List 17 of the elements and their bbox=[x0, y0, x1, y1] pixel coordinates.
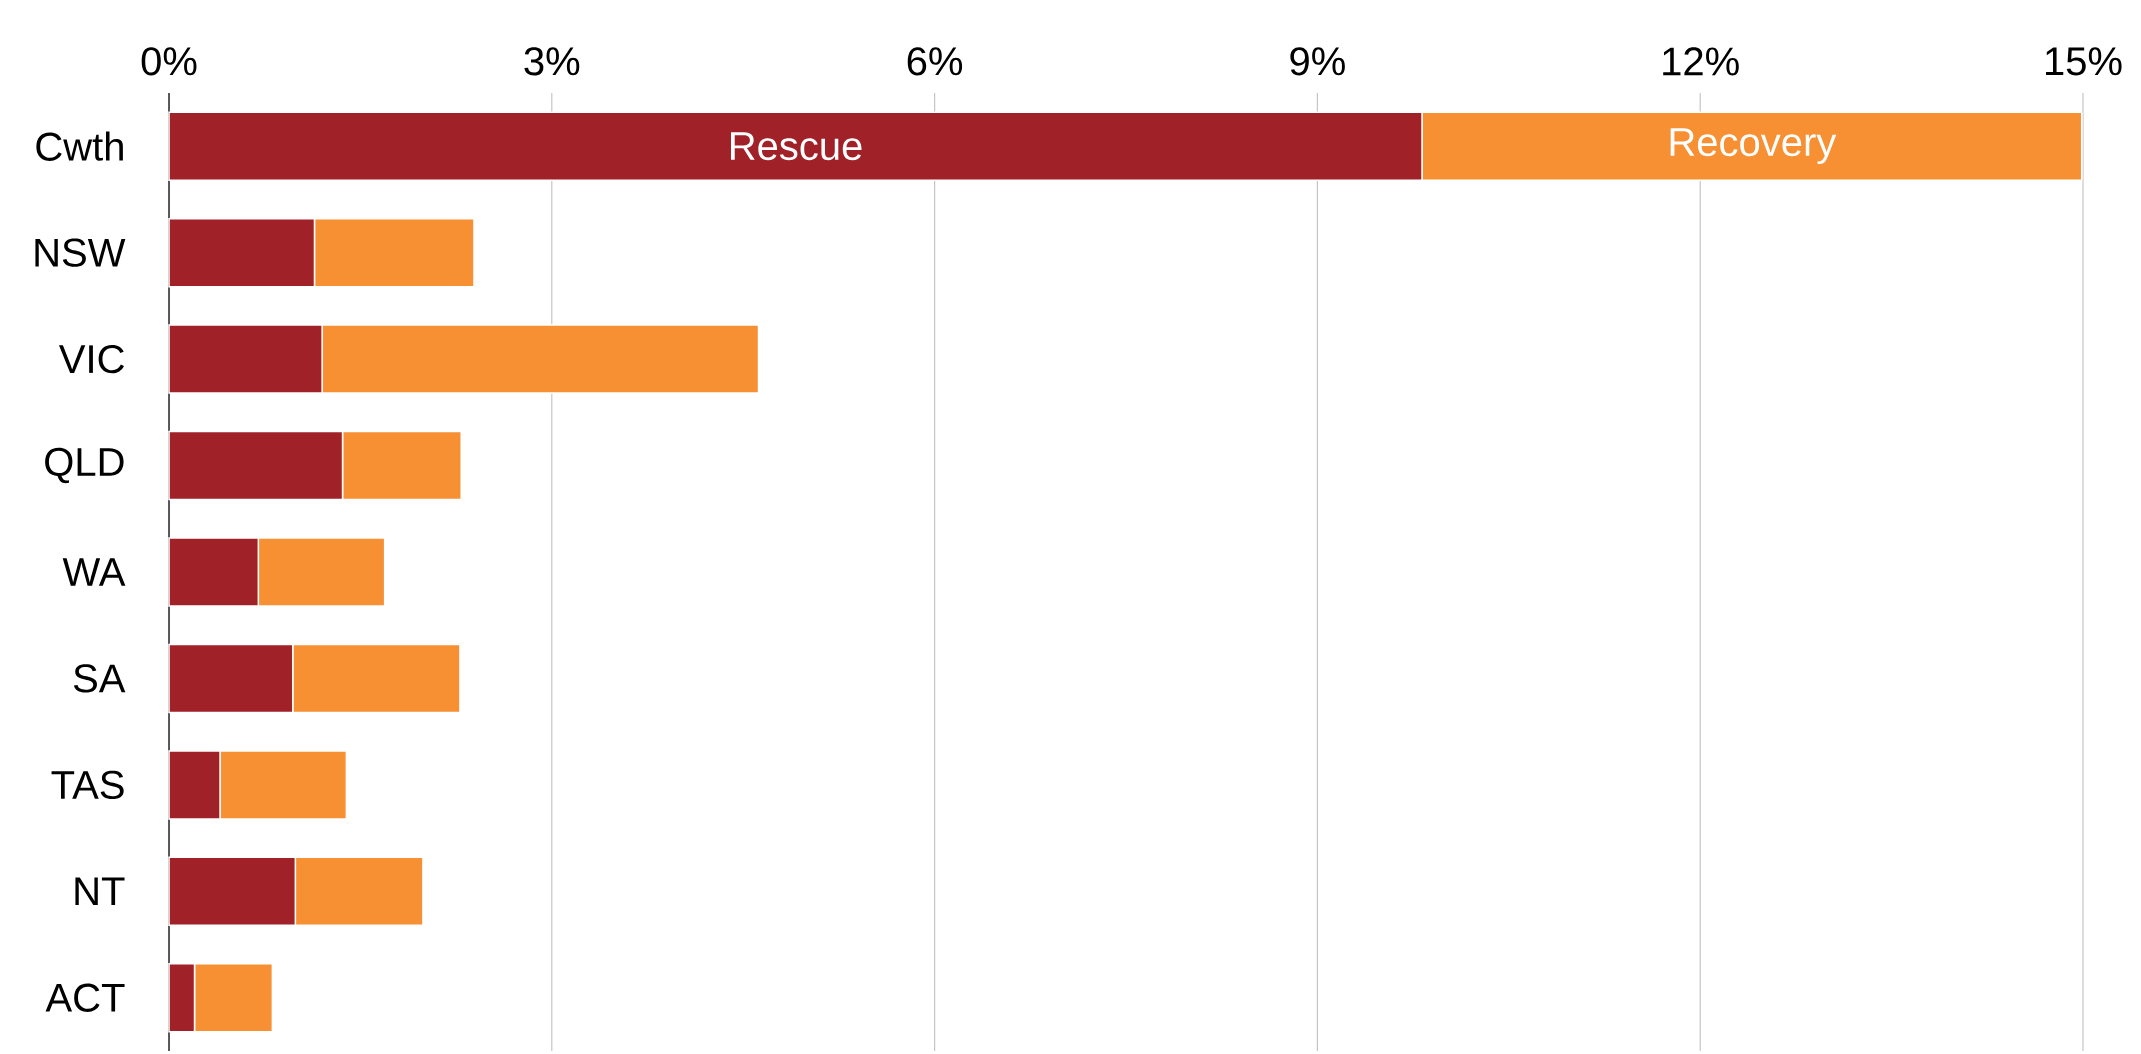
y-tick-label: VIC bbox=[58, 344, 124, 374]
y-tick-label: SA bbox=[73, 664, 126, 693]
y-tick-label: TAS bbox=[51, 770, 124, 800]
x-tick-label: 3% bbox=[524, 47, 580, 76]
y-tick-label: QLD bbox=[45, 447, 124, 484]
x-tick-label: 15% bbox=[2046, 47, 2122, 76]
y-tick-label: ACT bbox=[45, 983, 125, 1012]
x-tick-label: 0% bbox=[141, 47, 197, 76]
x-tick-label: 9% bbox=[1290, 47, 1345, 76]
y-tick-label: Cwth bbox=[36, 131, 123, 161]
x-tick-label: 12% bbox=[1663, 47, 1739, 76]
y-tick-label: NT bbox=[75, 877, 125, 906]
y-tick-label: WA bbox=[62, 558, 126, 586]
series-label: Recovery bbox=[1670, 128, 1837, 165]
series-label: Rescue bbox=[730, 132, 862, 161]
x-tick-label: 6% bbox=[907, 47, 963, 76]
y-tick-label: NSW bbox=[35, 238, 126, 267]
